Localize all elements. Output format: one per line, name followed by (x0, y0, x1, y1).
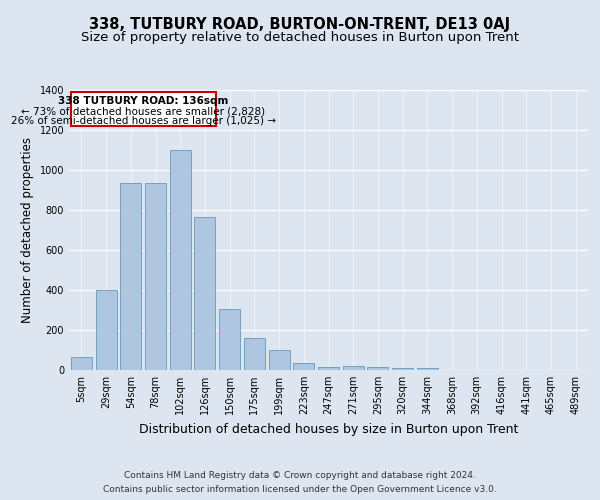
Y-axis label: Number of detached properties: Number of detached properties (21, 137, 34, 323)
Bar (269, 350, 290, 370)
Bar (392, 368, 413, 370)
Bar (293, 363, 314, 370)
Bar (318, 367, 339, 370)
Bar (71, 92, 215, 126)
Text: Contains public sector information licensed under the Open Government Licence v3: Contains public sector information licen… (103, 485, 497, 494)
Text: Contains HM Land Registry data © Crown copyright and database right 2024.: Contains HM Land Registry data © Crown c… (124, 471, 476, 480)
Bar (244, 338, 265, 370)
Bar (417, 368, 438, 370)
Text: ← 73% of detached houses are smaller (2,828): ← 73% of detached houses are smaller (2,… (21, 106, 265, 117)
Text: Size of property relative to detached houses in Burton upon Trent: Size of property relative to detached ho… (81, 31, 519, 44)
Bar (120, 183, 141, 370)
Text: 338, TUTBURY ROAD, BURTON-ON-TRENT, DE13 0AJ: 338, TUTBURY ROAD, BURTON-ON-TRENT, DE13… (89, 18, 511, 32)
Bar (194, 217, 215, 370)
Bar (343, 366, 364, 370)
Bar (219, 309, 240, 370)
Bar (95, 290, 116, 370)
Bar (367, 367, 388, 370)
Bar (145, 183, 166, 370)
Bar (170, 150, 191, 370)
Text: 338 TUTBURY ROAD: 136sqm: 338 TUTBURY ROAD: 136sqm (58, 96, 229, 106)
Bar (71, 357, 92, 370)
Text: 26% of semi-detached houses are larger (1,025) →: 26% of semi-detached houses are larger (… (11, 116, 276, 126)
X-axis label: Distribution of detached houses by size in Burton upon Trent: Distribution of detached houses by size … (139, 422, 518, 436)
